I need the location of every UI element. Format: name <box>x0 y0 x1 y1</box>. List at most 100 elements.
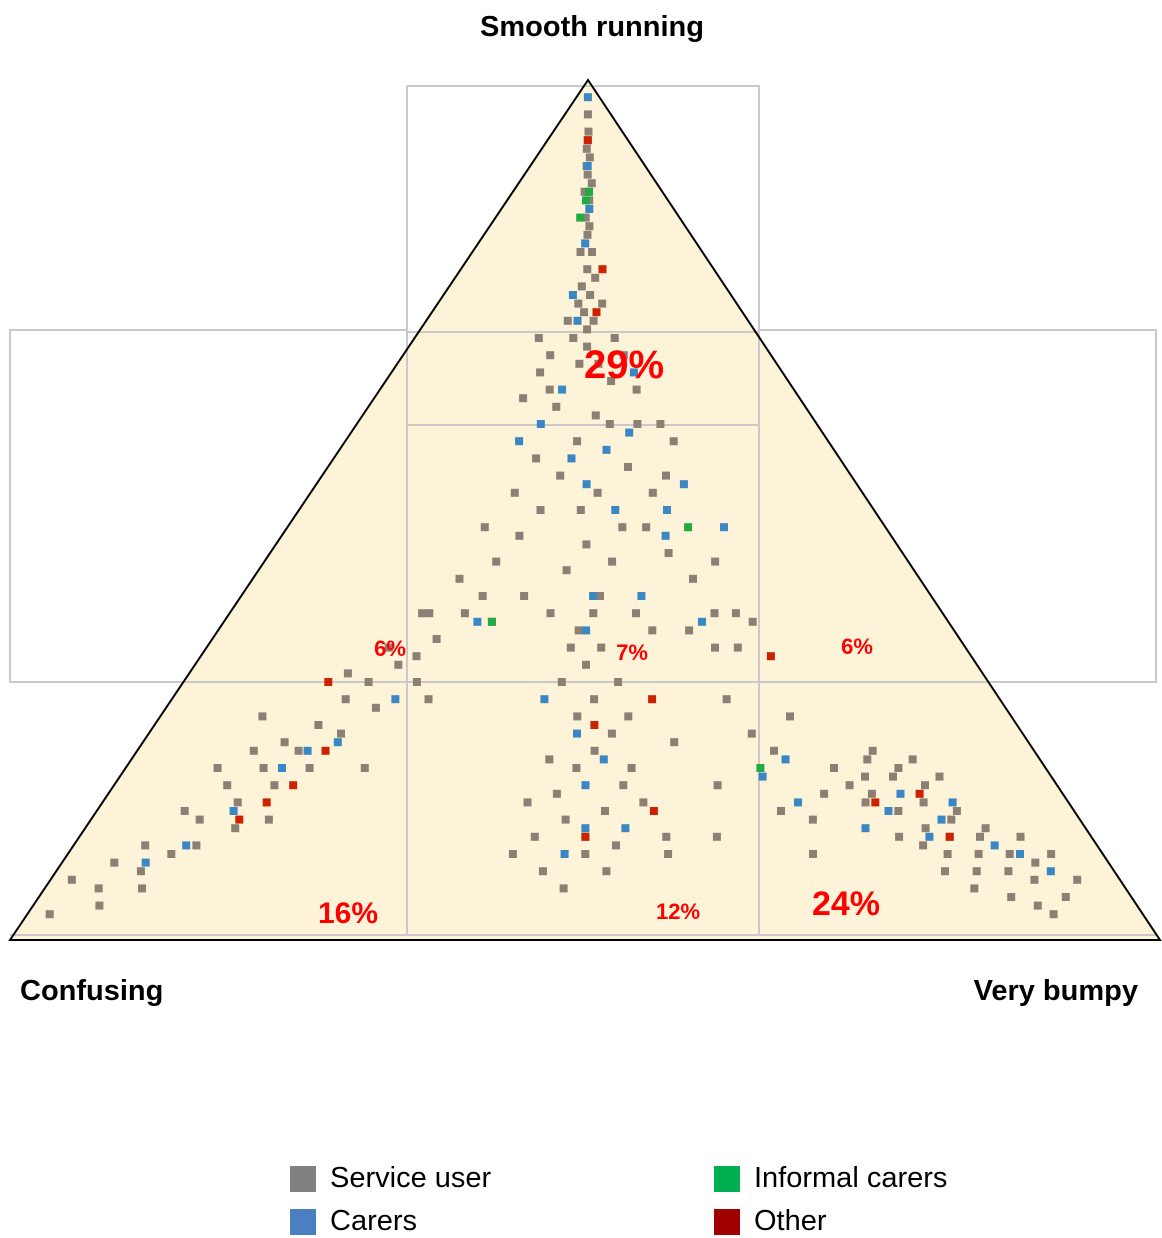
point-other <box>590 721 599 729</box>
point-service-user <box>546 609 555 618</box>
point-carers <box>925 832 934 841</box>
point-service-user <box>562 566 571 575</box>
point-service-user <box>605 420 614 428</box>
point-service-user <box>270 781 279 790</box>
point-service-user <box>384 643 393 652</box>
point-service-user <box>895 832 904 841</box>
point-service-user <box>669 437 678 446</box>
point-carers <box>884 807 893 815</box>
point-service-user <box>921 824 930 833</box>
point-carers <box>333 738 342 747</box>
point-service-user <box>141 841 150 850</box>
vertex-label-left: Confusing <box>20 975 163 1007</box>
point-service-user <box>1047 850 1056 858</box>
point-carers <box>585 205 594 213</box>
point-service-user <box>607 729 616 738</box>
point-carers <box>602 445 611 454</box>
point-service-user <box>167 850 176 858</box>
point-carers <box>583 93 592 102</box>
point-service-user <box>947 815 956 824</box>
point-carers <box>611 506 620 514</box>
point-service-user <box>632 385 641 394</box>
point-other <box>649 807 658 815</box>
point-service-user <box>231 824 240 833</box>
point-service-user <box>587 179 596 188</box>
point-service-user <box>249 746 258 755</box>
point-service-user <box>908 755 917 764</box>
point-other <box>324 678 333 686</box>
point-service-user <box>577 282 586 291</box>
point-service-user <box>1005 850 1014 858</box>
point-service-user <box>711 557 720 566</box>
region-label-mid-left: 6% <box>374 636 406 661</box>
point-service-user <box>624 463 632 471</box>
point-service-user <box>584 127 593 136</box>
point-service-user <box>970 884 979 893</box>
point-service-user <box>830 764 838 772</box>
point-carers <box>599 755 608 764</box>
point-service-user <box>195 815 204 824</box>
point-service-user <box>861 772 869 781</box>
legend-swatch-carers <box>290 1208 316 1235</box>
point-service-user <box>259 764 268 772</box>
point-service-user <box>664 850 673 858</box>
point-service-user <box>515 531 524 540</box>
point-carers <box>568 291 577 299</box>
point-service-user <box>894 764 903 772</box>
point-service-user <box>748 617 757 626</box>
point-service-user <box>589 316 598 325</box>
triangle-outline <box>8 78 1162 941</box>
region-label-mid-center: 7% <box>616 640 648 665</box>
point-service-user <box>710 609 719 618</box>
point-service-user <box>545 755 554 764</box>
point-service-user <box>576 248 585 256</box>
point-service-user <box>809 850 817 858</box>
point-carers <box>1016 850 1024 858</box>
point-service-user <box>532 454 541 463</box>
point-carers <box>589 592 598 600</box>
grid-lines <box>9 85 1157 936</box>
point-service-user <box>280 738 289 747</box>
point-service-user <box>583 325 592 334</box>
point-other <box>235 815 244 824</box>
point-service-user <box>935 772 944 781</box>
point-other <box>915 789 924 798</box>
point-service-user <box>618 523 627 532</box>
point-service-user <box>341 695 350 704</box>
point-carers <box>573 729 581 738</box>
point-service-user <box>412 678 421 686</box>
point-other <box>592 308 601 317</box>
point-service-user <box>607 377 616 385</box>
point-service-user <box>597 643 606 652</box>
point-carers <box>536 420 545 428</box>
point-service-user <box>1007 893 1016 901</box>
point-carers <box>558 385 567 394</box>
point-carers <box>583 162 592 170</box>
point-carers <box>540 695 549 704</box>
point-service-user <box>591 273 600 282</box>
point-service-user <box>581 213 590 222</box>
point-service-user <box>861 798 870 807</box>
point-service-user <box>601 807 609 815</box>
point-service-user <box>520 592 529 600</box>
point-service-user <box>639 798 648 807</box>
point-service-user <box>534 334 543 342</box>
point-service-user <box>633 420 642 428</box>
legend-swatch-service-user <box>290 1165 316 1192</box>
point-service-user <box>508 850 517 858</box>
point-service-user <box>364 678 373 686</box>
point-service-user <box>530 832 539 841</box>
point-service-user <box>519 394 528 403</box>
point-service-user <box>67 875 76 884</box>
point-carers <box>581 824 590 833</box>
points-layer <box>45 93 1082 919</box>
point-service-user <box>510 488 519 497</box>
point-service-user <box>546 351 555 360</box>
point-carers <box>473 617 482 626</box>
point-service-user <box>418 609 427 618</box>
point-service-user <box>574 626 583 635</box>
point-service-user <box>213 764 222 772</box>
point-carers <box>758 772 767 781</box>
point-service-user <box>589 609 598 618</box>
point-service-user <box>627 764 636 772</box>
